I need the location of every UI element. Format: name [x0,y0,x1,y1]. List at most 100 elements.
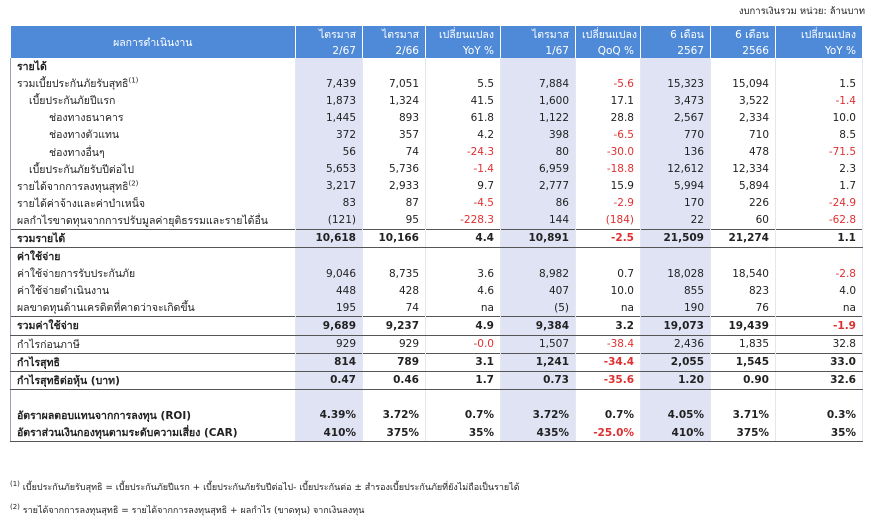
footnote-text: รายได้จากการลงทุนสุทธิ = รายได้จากการลงท… [22,506,365,516]
value-cell [295,247,363,266]
footnote: (2) รายได้จากการลงทุนสุทธิ = รายได้จากกา… [10,503,364,517]
table-row: รวมเบี้ยประกันภัยรับสุทธิ(1) 7,439 7,051 5.… [10,75,863,93]
value-cell: 375% [710,423,776,443]
value-cell: 0.7 [575,265,641,283]
value-cell: -0.0 [425,335,501,354]
value-cell: 170 [640,194,711,212]
value-cell: 17.1 [575,92,641,110]
value-cell: na [775,299,863,317]
value-cell [295,58,363,76]
value-cell: -1.4 [775,92,863,110]
value-cell [500,389,576,407]
value-cell: 4.6 [425,282,501,300]
table-row: รายได้ค่าจ้างและค่าบำเหน็จ 83 87 -4.5 86 -2.9… [10,194,863,212]
value-cell: 6,959 [500,160,576,178]
value-cell: 18,028 [640,265,711,283]
header-cell: YoY % [775,43,863,58]
value-cell: 8,735 [362,265,426,283]
value-cell: 375% [362,423,426,443]
value-cell: 814 [295,352,363,372]
value-cell: 7,051 [362,75,426,93]
value-cell: 21,274 [710,228,776,249]
value-cell [362,58,426,76]
table-row: ช่องทางตัวแทน 372 357 4.2 398 -6.5 770 710 8.5 [10,126,863,144]
value-cell: 0.7% [575,406,641,424]
value-cell [425,247,501,266]
label-text: ช่องทางตัวแทน [49,129,120,142]
label-text: กำไรสุทธิต่อหุ้น (บาท) [17,374,120,387]
value-cell [362,247,426,266]
label-text: รวมค่าใช้จ่าย [17,320,79,333]
label-text: ค่าใช้จ่ายดำเนินงาน [17,285,110,298]
value-cell: 0.3% [775,406,863,424]
label-text: เบี้ยประกันภัยปีแรก [29,95,116,108]
value-cell: 3.1 [425,352,501,372]
value-cell: 12,334 [710,160,776,178]
value-cell: 3.72% [500,406,576,424]
value-cell: 478 [710,143,776,161]
row-label: เบี้ยประกันภัยรับปีต่อไป [10,160,296,178]
value-cell [575,389,641,407]
table-row: อัตราผลตอบแทนจากการลงทุน (ROI) 4.39% 3.72%… [10,406,863,424]
value-cell: 372 [295,126,363,144]
value-cell: 226 [710,194,776,212]
value-cell: 86 [500,194,576,212]
value-cell [640,389,711,407]
value-cell: 56 [295,143,363,161]
table-row: ค่าใช้จ่ายการรับประกันภัย 9,046 8,735 3.6 8,… [10,265,863,283]
label-text: ช่องทางอื่นๆ [49,146,105,159]
value-cell: -5.6 [575,75,641,93]
value-cell: 5.5 [425,75,501,93]
table-row: รายได้จากการลงทุนสุทธิ(2) 3,217 2,933 9.7 2,… [10,177,863,195]
label-text: ค่าใช้จ่าย [17,251,61,264]
header-cell: เปลี่ยนแปลง [425,26,501,43]
value-cell: 410% [640,423,711,443]
value-cell [710,58,776,76]
row-label: ผลกำไรขาดทุนจากการปรับมูลค่ายุติธรรมและร… [10,211,296,230]
row-label: อัตราส่วนเงินกองทุนตามระดับความเสี่ยง (C… [10,423,296,443]
row-label: ค่าใช้จ่ายการรับประกันภัย [10,265,296,283]
note-mark: (2) [128,179,139,188]
label-text: กำไรสุทธิ [17,356,60,369]
value-cell: 929 [295,335,363,354]
value-cell: na [575,299,641,317]
value-cell: -30.0 [575,143,641,161]
value-cell: 76 [710,299,776,317]
value-cell [710,247,776,266]
value-cell: -62.8 [775,211,863,230]
value-cell: 15,094 [710,75,776,93]
value-cell: 428 [362,282,426,300]
value-cell: 3,522 [710,92,776,110]
value-cell: 74 [362,299,426,317]
value-cell: 35% [425,423,501,443]
label-text: ค่าใช้จ่ายการรับประกันภัย [17,268,136,281]
value-cell: -24.9 [775,194,863,212]
row-label: รายได้จากการลงทุนสุทธิ(2) [10,177,296,195]
value-cell: 0.7% [425,406,501,424]
value-cell: 1,545 [710,352,776,372]
footnote-mark: (1) [10,480,20,488]
value-cell: 0.46 [362,370,426,390]
value-cell: 22 [640,211,711,230]
value-cell: 195 [295,299,363,317]
row-label [10,389,296,407]
row-label: เบี้ยประกันภัยปีแรก [10,92,296,110]
value-cell: 10.0 [775,109,863,127]
value-cell: 4.9 [425,316,501,336]
value-cell: -35.6 [575,370,641,390]
value-cell: 823 [710,282,776,300]
value-cell: -228.3 [425,211,501,230]
value-cell [362,389,426,407]
row-label: รวมค่าใช้จ่าย [10,316,296,336]
value-cell: 398 [500,126,576,144]
value-cell: 1,873 [295,92,363,110]
value-cell: 2,777 [500,177,576,195]
value-cell: 3.2 [575,316,641,336]
row-label: รายได้ค่าจ้างและค่าบำเหน็จ [10,194,296,212]
value-cell: 710 [710,126,776,144]
header-cell: 1/67 [500,43,576,58]
value-cell: 83 [295,194,363,212]
value-cell: 19,439 [710,316,776,336]
value-cell: 9,384 [500,316,576,336]
value-cell: -1.4 [425,160,501,178]
